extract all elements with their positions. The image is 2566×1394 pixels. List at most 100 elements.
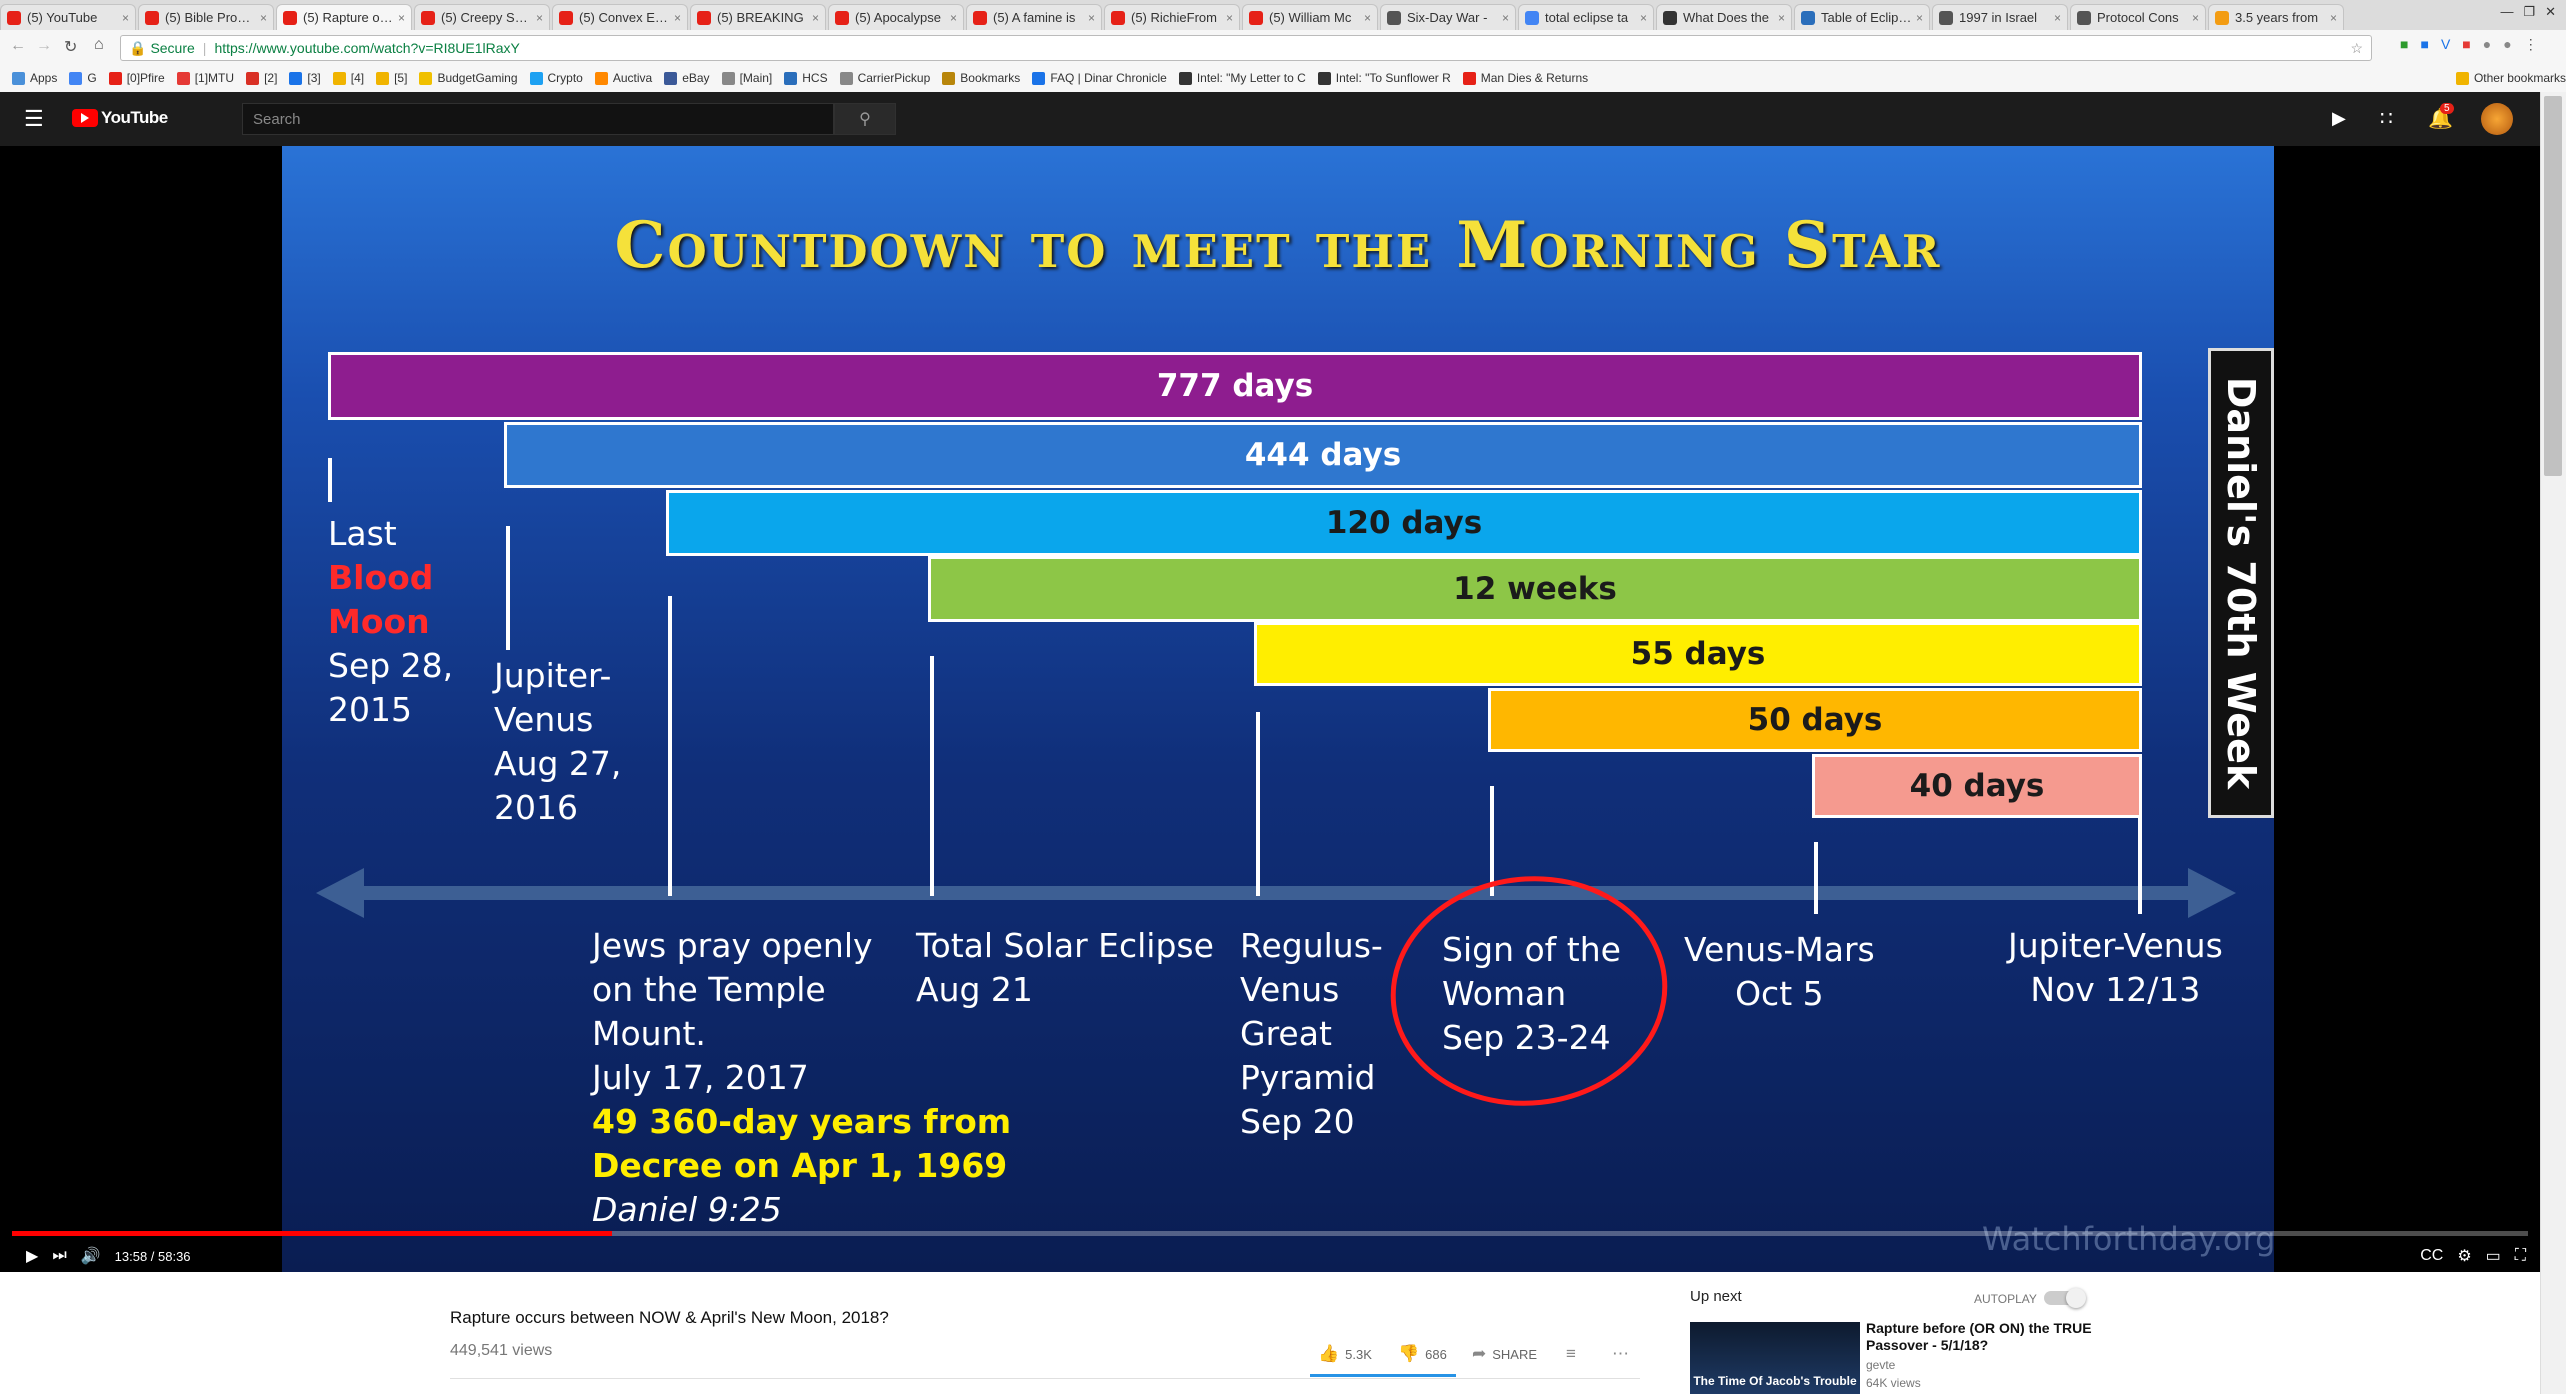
fullscreen-icon[interactable]: ⛶	[2514, 1247, 2526, 1264]
bookmark-item[interactable]: [Main]	[721, 71, 772, 85]
progress-bar[interactable]	[12, 1231, 2528, 1236]
scrollbar-thumb[interactable]	[2544, 96, 2562, 476]
browser-tab[interactable]: Protocol Cons ×	[2070, 4, 2206, 30]
bookmark-item[interactable]: Man Dies & Returns	[1462, 71, 1588, 85]
tab-close-icon[interactable]: ×	[259, 10, 267, 25]
apps-grid-icon[interactable]: ∷	[2380, 108, 2393, 130]
browser-tab[interactable]: (5) Convex Earth ×	[552, 4, 688, 30]
browser-tab[interactable]: (5) Apocalypse ×	[828, 4, 964, 30]
extension-icon[interactable]: ■	[2462, 36, 2471, 52]
next-video-thumbnail[interactable]: The Time Of Jacob's Trouble	[1690, 1322, 1860, 1394]
tab-close-icon[interactable]: ×	[121, 10, 129, 25]
tab-close-icon[interactable]: ×	[2053, 10, 2061, 25]
bookmark-item[interactable]: Apps	[12, 71, 57, 85]
more-actions-button[interactable]: ⋯	[1612, 1344, 1629, 1364]
next-video-title[interactable]: Rapture before (OR ON) the TRUE Passover…	[1866, 1320, 2092, 1353]
tab-close-icon[interactable]: ×	[535, 10, 543, 25]
tab-close-icon[interactable]: ×	[1501, 10, 1509, 25]
home-icon[interactable]: ⌂	[94, 36, 104, 53]
bookmark-item[interactable]: G	[69, 71, 97, 85]
volume-icon[interactable]: 🔊	[80, 1248, 101, 1265]
browser-tab[interactable]: total eclipse ta ×	[1518, 4, 1654, 30]
browser-tab[interactable]: (5) A famine is ×	[966, 4, 1102, 30]
browser-tab[interactable]: What Does the ×	[1656, 4, 1792, 30]
settings-icon[interactable]: ⚙	[2457, 1248, 2472, 1265]
tab-title: (5) RichieFrom	[1131, 10, 1217, 25]
extension-icon[interactable]: V	[2440, 36, 2451, 52]
tab-close-icon[interactable]: ×	[397, 10, 405, 25]
like-button[interactable]: 👍 5.3K	[1318, 1344, 1372, 1363]
minimize-icon[interactable]: —	[2500, 4, 2514, 19]
reload-icon[interactable]: ↻	[64, 39, 78, 56]
bookmark-item[interactable]: Bookmarks	[942, 71, 1020, 85]
menu-icon[interactable]: ⋮	[2523, 36, 2538, 52]
bookmark-item[interactable]: CarrierPickup	[839, 71, 930, 85]
restore-icon[interactable]: ❐	[2523, 4, 2536, 19]
dislike-button[interactable]: 👎 686	[1398, 1344, 1447, 1363]
browser-tab[interactable]: (5) Creepy Satan ×	[414, 4, 550, 30]
bookmark-item[interactable]: HCS	[784, 71, 828, 85]
bookmark-item[interactable]: [0]Pfire	[108, 71, 165, 85]
browser-tab[interactable]: (5) Rapture occurs×	[276, 4, 412, 30]
tab-close-icon[interactable]: ×	[673, 10, 681, 25]
browser-tab[interactable]: (5) Bible Prophecy×	[138, 4, 274, 30]
tab-title: Table of Eclipse	[1821, 10, 1912, 25]
search-input[interactable]: Search	[242, 103, 834, 135]
tab-close-icon[interactable]: ×	[1087, 10, 1095, 25]
browser-tab[interactable]: (5) YouTube ×	[0, 4, 136, 30]
extension-icon[interactable]: ■	[2400, 36, 2409, 52]
browser-tab[interactable]: 1997 in Israel ×	[1932, 4, 2068, 30]
browser-tab[interactable]: (5) RichieFrom ×	[1104, 4, 1240, 30]
tab-close-icon[interactable]: ×	[1363, 10, 1371, 25]
bookmark-item[interactable]: Crypto	[529, 71, 583, 85]
extension-icon[interactable]: ●	[2482, 36, 2492, 52]
bookmark-item[interactable]: Intel: "My Letter to C	[1178, 71, 1306, 85]
search-button[interactable]: ⚲	[834, 103, 896, 135]
bookmark-item[interactable]: BudgetGaming	[419, 71, 518, 85]
bookmark-item[interactable]: Auctiva	[594, 71, 652, 85]
browser-tab[interactable]: (5) William Mc ×	[1242, 4, 1378, 30]
tab-close-icon[interactable]: ×	[1915, 10, 1923, 25]
avatar[interactable]	[2481, 103, 2513, 135]
bookmark-item[interactable]: Intel: "To Sunflower R	[1317, 71, 1451, 85]
tab-favicon-icon	[2077, 10, 2091, 25]
hamburger-menu-icon[interactable]: ☰	[24, 106, 44, 131]
add-to-playlist-button[interactable]: ≡	[1566, 1344, 1576, 1364]
bookmark-item[interactable]: FAQ | Dinar Chronicle	[1032, 71, 1167, 85]
play-icon[interactable]: ▶	[26, 1248, 39, 1265]
youtube-logo[interactable]: YouTube	[72, 108, 168, 128]
extension-icon[interactable]: ●	[2503, 36, 2512, 52]
bookmark-item[interactable]: [3]	[289, 71, 321, 85]
tab-close-icon[interactable]: ×	[1777, 10, 1785, 25]
bookmark-item[interactable]: [4]	[332, 71, 364, 85]
bookmark-item[interactable]: [1]MTU	[176, 71, 234, 85]
share-button[interactable]: ➦ SHARE	[1472, 1344, 1538, 1363]
address-bar[interactable]: 🔒 Secure | https://www.youtube.com/watch…	[120, 35, 2372, 61]
tab-close-icon[interactable]: ×	[811, 10, 819, 25]
star-icon[interactable]: ☆	[2350, 39, 2363, 56]
back-icon[interactable]: ←	[10, 37, 26, 54]
close-icon[interactable]: ✕	[2545, 4, 2556, 19]
bookmark-label: FAQ | Dinar Chronicle	[1050, 71, 1167, 85]
captions-icon[interactable]: CC	[2420, 1247, 2444, 1264]
browser-tab[interactable]: Table of Eclipse ×	[1794, 4, 1930, 30]
tab-close-icon[interactable]: ×	[2329, 10, 2337, 25]
next-icon[interactable]: ⏭	[52, 1247, 67, 1264]
forward-icon[interactable]: →	[36, 37, 52, 54]
tab-close-icon[interactable]: ×	[2191, 10, 2199, 25]
extension-icon[interactable]: ■	[2420, 36, 2429, 52]
theater-mode-icon[interactable]: ▭	[2485, 1248, 2501, 1265]
autoplay-toggle[interactable]	[2044, 1288, 2086, 1308]
browser-tab[interactable]: 3.5 years from ×	[2208, 4, 2344, 30]
upload-icon[interactable]: ▶	[2332, 108, 2346, 128]
tab-close-icon[interactable]: ×	[1639, 10, 1647, 25]
browser-tab[interactable]: Six-Day War - ×	[1380, 4, 1516, 30]
bookmark-item[interactable]: Other bookmarks	[2455, 71, 2566, 85]
tab-close-icon[interactable]: ×	[949, 10, 957, 25]
bookmark-item[interactable]: eBay	[664, 71, 710, 85]
next-video-channel[interactable]: gevte	[1866, 1358, 1896, 1372]
tab-close-icon[interactable]: ×	[1225, 10, 1233, 25]
bookmark-item[interactable]: [2]	[246, 71, 277, 85]
browser-tab[interactable]: (5) BREAKING ×	[690, 4, 826, 30]
bookmark-item[interactable]: [5]	[376, 71, 407, 85]
